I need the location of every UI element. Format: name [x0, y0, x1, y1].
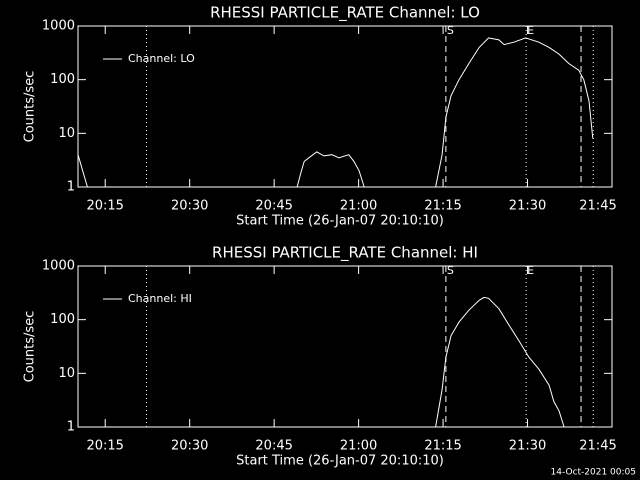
- series-line: [77, 37, 594, 188]
- event-label: E: [527, 264, 534, 277]
- chart-title: RHESSI PARTICLE_RATE Channel: HI: [212, 244, 478, 263]
- x-axis-label: Start Time (26-Jan-07 20:10:10): [236, 214, 444, 229]
- x-tick-label: 21:30: [509, 439, 546, 454]
- y-tick-label: 10: [58, 366, 75, 381]
- chart-title: RHESSI PARTICLE_RATE Channel: LO: [210, 4, 480, 23]
- y-tick-label: 1000: [42, 259, 75, 274]
- x-tick-label: 21:00: [340, 199, 377, 214]
- x-tick-label: 20:45: [255, 199, 292, 214]
- event-label: S: [447, 264, 454, 277]
- series-line: [435, 296, 565, 428]
- y-tick-label: 1: [67, 180, 75, 195]
- x-tick-label: 21:15: [424, 439, 461, 454]
- y-tick-label: 100: [50, 312, 75, 327]
- y-tick-label: 10: [58, 126, 75, 141]
- x-tick-label: 20:30: [171, 439, 208, 454]
- event-label: S: [447, 24, 454, 37]
- event-label: E: [527, 24, 534, 37]
- x-tick-label: 21:45: [579, 199, 616, 214]
- x-tick-label: 21:30: [509, 199, 546, 214]
- footer: 14-Oct-2021 00:05: [551, 468, 636, 478]
- x-tick-label: 21:00: [340, 439, 377, 454]
- x-tick-label: 20:30: [171, 199, 208, 214]
- y-tick-label: 1000: [42, 19, 75, 34]
- y-tick-label: 100: [50, 72, 75, 87]
- plot-frame: [77, 265, 613, 428]
- y-axis-label: Counts/sec: [23, 71, 38, 143]
- y-axis-label: Counts/sec: [23, 311, 38, 383]
- y-tick-label: 1: [67, 420, 75, 435]
- legend-label: Channel: HI: [128, 292, 192, 305]
- x-tick-label: 21:45: [579, 439, 616, 454]
- x-tick-label: 20:45: [255, 439, 292, 454]
- plot-frame: [77, 25, 613, 188]
- x-tick-label: 21:15: [424, 199, 461, 214]
- legend-label: Channel: LO: [128, 52, 195, 65]
- x-tick-label: 20:15: [86, 439, 123, 454]
- x-axis-label: Start Time (26-Jan-07 20:10:10): [236, 454, 444, 469]
- x-tick-label: 20:15: [86, 199, 123, 214]
